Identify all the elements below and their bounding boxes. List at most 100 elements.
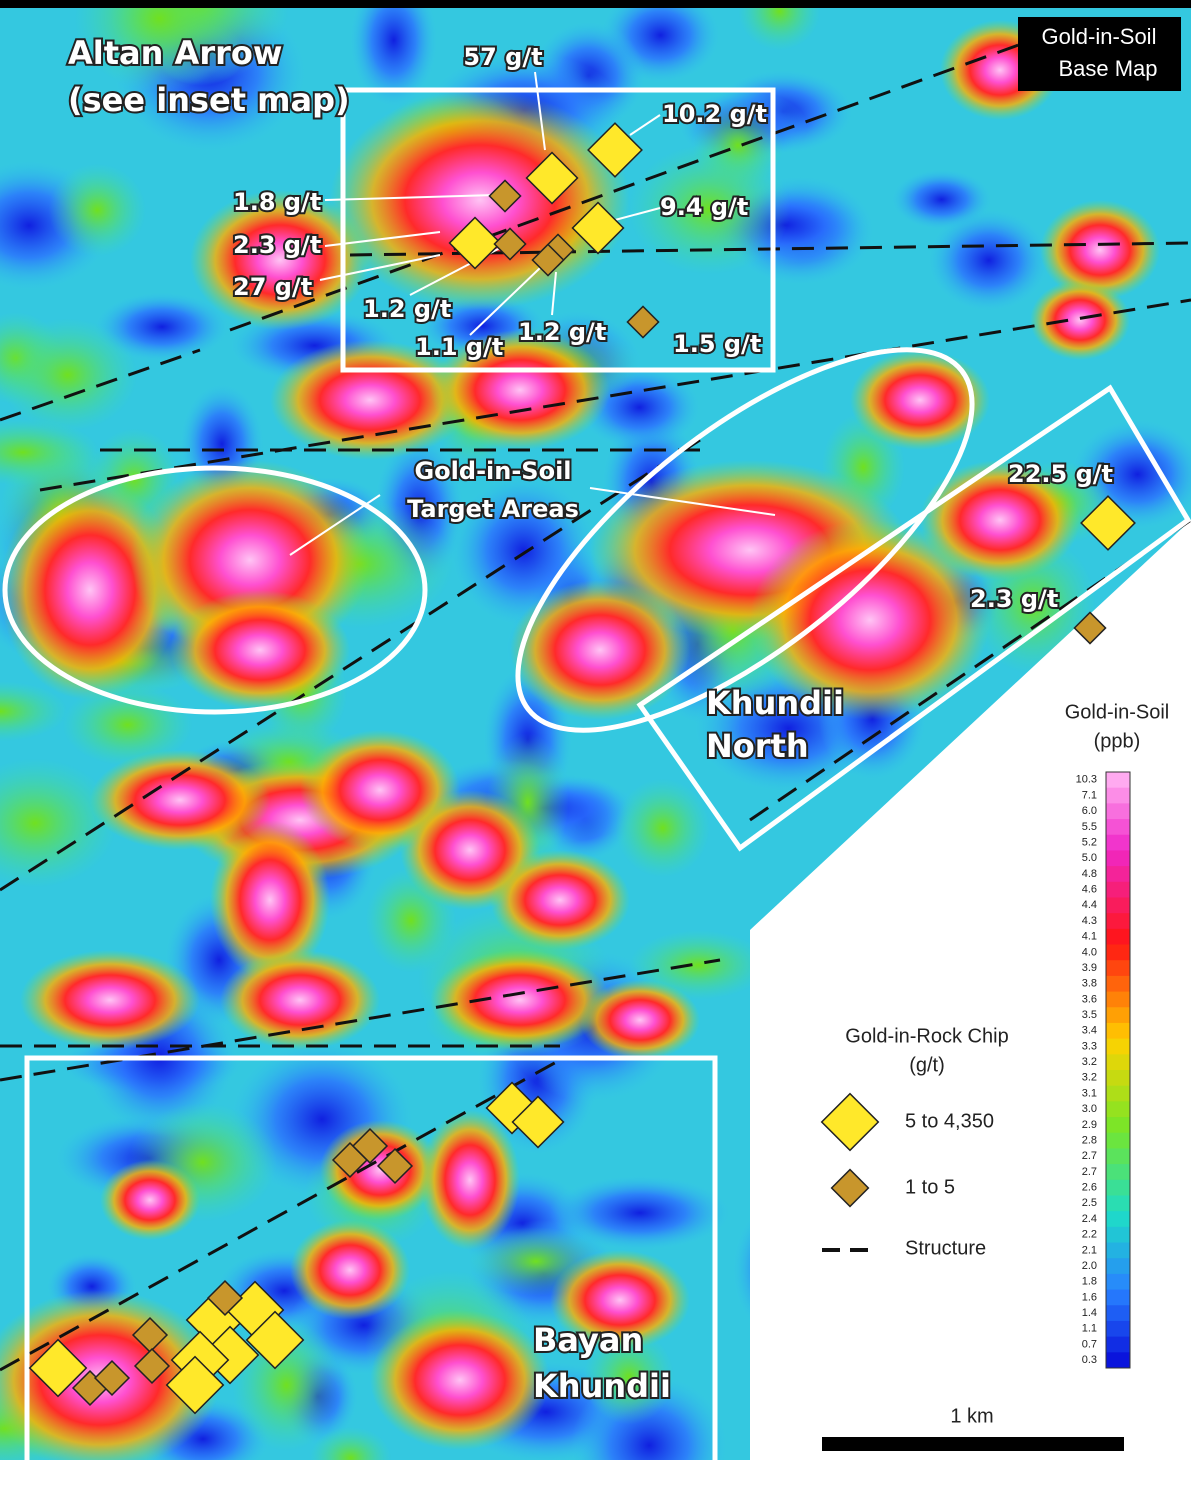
soil-high bbox=[490, 850, 630, 950]
colorbar-label: 0.3 bbox=[1082, 1354, 1097, 1366]
colorbar-band bbox=[1106, 1117, 1130, 1134]
colorbar-band bbox=[1106, 991, 1130, 1008]
colorbar-band bbox=[1106, 1132, 1130, 1149]
legend-title: Gold-in-Rock Chip bbox=[845, 1025, 1008, 1047]
colorbar-label: 2.7 bbox=[1082, 1150, 1097, 1162]
colorbar-band bbox=[1106, 1179, 1130, 1196]
title-box bbox=[1018, 17, 1181, 91]
colorbar-frame bbox=[1105, 771, 1131, 1369]
soil-low bbox=[732, 1198, 841, 1342]
colorbar-label: 3.8 bbox=[1082, 978, 1097, 990]
colorbar-label: 4.4 bbox=[1082, 899, 1097, 911]
soil-high bbox=[550, 1250, 690, 1350]
scale-bar bbox=[822, 1437, 1124, 1451]
colorbar-band bbox=[1106, 787, 1130, 804]
soil-mid bbox=[309, 1426, 392, 1460]
colorbar-label: 5.0 bbox=[1082, 852, 1097, 864]
soil-mid bbox=[0, 681, 68, 742]
legend-entry: 1 to 5 bbox=[905, 1176, 955, 1198]
colorbar-label: 4.1 bbox=[1082, 931, 1097, 943]
soil-high bbox=[430, 950, 610, 1050]
soil-high bbox=[580, 980, 700, 1060]
colorbar-band bbox=[1106, 944, 1130, 961]
sample-label: 1.1 g/t bbox=[415, 333, 503, 361]
colorbar: 10.3 7.1 6.0 5.5 5.2 5.0 4.8 4.6 4.4 4.3 4.1 4.0 3.9… bbox=[1076, 771, 1131, 1369]
legend-entry: Structure bbox=[905, 1237, 986, 1259]
top-border bbox=[0, 0, 1191, 8]
area-label: Khundii bbox=[706, 684, 844, 722]
soil-high bbox=[90, 750, 270, 850]
colorbar-band bbox=[1106, 772, 1130, 789]
scale-label: 1 km bbox=[950, 1405, 993, 1427]
colorbar-band bbox=[1106, 1195, 1130, 1212]
colorbar-band bbox=[1106, 1164, 1130, 1181]
colorbar-band bbox=[1106, 1226, 1130, 1244]
soil-mid bbox=[0, 318, 138, 432]
colorbar-label: 6.0 bbox=[1082, 805, 1097, 817]
soil-low bbox=[928, 209, 1050, 312]
area-label: Khundii bbox=[533, 1367, 671, 1405]
soil-mid bbox=[583, 1329, 675, 1425]
colorbar-band bbox=[1106, 1305, 1130, 1322]
soil-high bbox=[1040, 200, 1160, 300]
colorbar-label: 3.6 bbox=[1082, 993, 1097, 1005]
sample-label: 2.3 g/t bbox=[233, 231, 321, 259]
legend-title: (g/t) bbox=[909, 1054, 945, 1076]
colorbar-band bbox=[1106, 897, 1130, 914]
colorbar-label: 3.5 bbox=[1082, 1009, 1097, 1021]
colorbar-band bbox=[1106, 913, 1130, 930]
colorbar-label: 0.7 bbox=[1082, 1338, 1097, 1350]
colorbar-label: 3.3 bbox=[1082, 1040, 1097, 1052]
title: Base Map bbox=[1058, 56, 1157, 81]
soil-low bbox=[1019, 1194, 1189, 1319]
colorbar-band bbox=[1106, 1352, 1130, 1369]
colorbar-label: 3.2 bbox=[1082, 1072, 1097, 1084]
sample-label: 1.5 g/t bbox=[673, 330, 761, 358]
colorbar-label: 1.4 bbox=[1082, 1307, 1097, 1319]
inset-box bbox=[340, 87, 776, 373]
legend-symbol bbox=[830, 1168, 870, 1208]
sample-label: 1.2 g/t bbox=[363, 295, 451, 323]
colorbar-band bbox=[1106, 1242, 1130, 1259]
soil-mid bbox=[62, 683, 193, 767]
soil-mid bbox=[628, 143, 791, 275]
soil-low bbox=[94, 292, 230, 362]
khundii-box bbox=[636, 384, 1191, 852]
colorbar-band bbox=[1106, 1258, 1130, 1275]
sample-label: 1.8 g/t bbox=[233, 188, 321, 216]
colorbar-band bbox=[1106, 1289, 1130, 1306]
colorbar-band bbox=[1106, 866, 1130, 883]
colorbar-label: 1.8 bbox=[1082, 1276, 1097, 1288]
target-ellipse bbox=[515, 347, 975, 733]
colorbar-band bbox=[1106, 1211, 1130, 1228]
soil-mid bbox=[48, 163, 147, 257]
colorbar-band bbox=[1106, 1320, 1130, 1338]
soil-low bbox=[797, 885, 910, 982]
area-label: Target Areas bbox=[407, 495, 579, 523]
colorbar-label: 2.7 bbox=[1082, 1166, 1097, 1178]
soil-mid bbox=[0, 419, 100, 486]
colorbar-label: 4.8 bbox=[1082, 868, 1097, 880]
colorbar-label: 2.1 bbox=[1082, 1244, 1097, 1256]
sample-label: 27 g/t bbox=[233, 273, 312, 301]
sample-label: 1.2 g/t bbox=[518, 318, 606, 346]
area-label: (see inset map) bbox=[68, 81, 350, 119]
colorbar-band bbox=[1106, 834, 1130, 851]
colorbar-label: 4.3 bbox=[1082, 915, 1097, 927]
legend-entry: 5 to 4,350 bbox=[905, 1110, 994, 1132]
area-label: Gold-in-Soil bbox=[414, 457, 571, 485]
area-label: Altan Arrow bbox=[68, 34, 282, 72]
colorbar-band bbox=[1106, 850, 1130, 867]
colorbar-label: 1.6 bbox=[1082, 1291, 1097, 1303]
soil-high bbox=[750, 520, 990, 720]
area-label: North bbox=[706, 727, 809, 765]
soil-high bbox=[510, 580, 690, 720]
soil-mid bbox=[615, 778, 711, 878]
colorbar-band bbox=[1106, 1070, 1130, 1087]
title: Gold-in-Soil bbox=[1042, 24, 1157, 49]
colorbar-label: 5.5 bbox=[1082, 821, 1097, 833]
colorbar-band bbox=[1106, 975, 1130, 993]
soil-low bbox=[350, 8, 438, 108]
soil-high bbox=[220, 950, 380, 1050]
